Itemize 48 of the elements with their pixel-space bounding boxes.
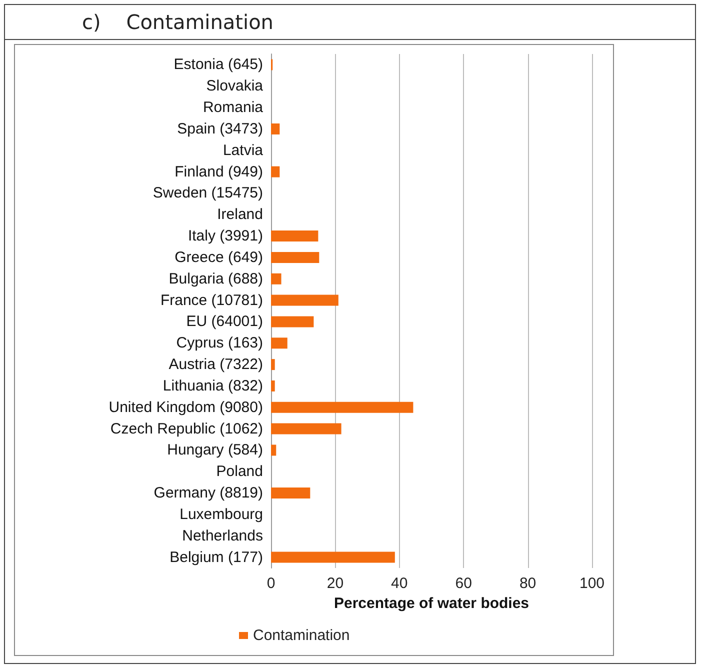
y-tick-label: Romania xyxy=(202,99,264,116)
y-tick-label: Ireland xyxy=(217,206,263,224)
bar xyxy=(271,230,318,242)
bar xyxy=(271,359,275,370)
y-tick-label: Lithuania (832) xyxy=(162,377,263,394)
bar xyxy=(271,552,395,563)
bar xyxy=(271,273,282,284)
bar xyxy=(271,123,280,134)
y-tick-label: Spain (3473) xyxy=(177,120,263,138)
x-axis-title: Percentage of water bodies xyxy=(334,594,530,612)
x-tick-label: 80 xyxy=(519,575,536,592)
y-tick-label: Latvia xyxy=(222,142,264,159)
y-tick-label: Bulgaria (688) xyxy=(168,270,264,288)
y-tick-label: Estonia (645) xyxy=(174,56,263,74)
y-tick-label: Netherlands xyxy=(182,527,263,544)
y-tick-label: Germany (8819) xyxy=(154,484,263,502)
y-tick-label: Cyprus (163) xyxy=(176,334,263,352)
y-tick-label: Sweden (15475) xyxy=(152,184,263,202)
y-tick-label: Luxembourg xyxy=(180,506,263,523)
bar xyxy=(271,380,275,392)
y-tick-label: EU (64001) xyxy=(186,313,263,330)
y-tick-label: Austria (7322) xyxy=(168,356,263,374)
y-tick-label: Italy (3991) xyxy=(188,228,263,245)
bar xyxy=(271,444,276,456)
bar xyxy=(271,316,314,328)
x-tick-label: 60 xyxy=(455,575,472,592)
y-tick-label: Finland (949) xyxy=(174,163,263,180)
legend-label: Contamination xyxy=(253,627,350,644)
x-tick-label: 20 xyxy=(326,575,344,592)
y-tick-label: United Kingdom (9080) xyxy=(108,398,263,416)
x-tick-label: 40 xyxy=(391,575,408,592)
y-tick-label: Greece (649) xyxy=(174,248,264,266)
x-tick-label: 100 xyxy=(579,575,605,592)
bar xyxy=(271,166,280,178)
chart-title: c) Contamination xyxy=(4,4,696,40)
y-tick-label: Slovakia xyxy=(206,78,264,95)
y-tick-label: Belgium (177) xyxy=(170,548,263,566)
bar xyxy=(271,402,414,413)
y-tick-label: France (10781) xyxy=(160,292,263,309)
bar xyxy=(271,294,338,306)
y-tick-label: Poland xyxy=(216,463,263,480)
bar xyxy=(271,423,342,434)
bar xyxy=(271,338,288,349)
x-tick-label: 0 xyxy=(266,575,276,592)
y-tick-label: Czech Republic (1062) xyxy=(110,420,264,438)
bar xyxy=(271,252,320,263)
y-tick-label: Hungary (584) xyxy=(167,442,263,459)
bar xyxy=(271,488,310,499)
